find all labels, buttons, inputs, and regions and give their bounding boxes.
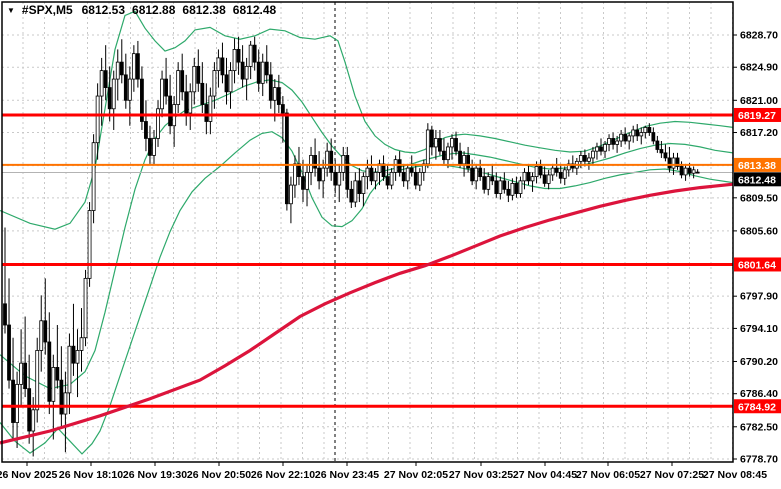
svg-text:6813.38: 6813.38 — [738, 160, 776, 172]
price-badge-bid: 6812.48 — [734, 172, 781, 187]
x-axis-label: 27 Nov 06:05 — [576, 469, 640, 481]
y-axis-label: 6778.70 — [740, 454, 778, 466]
plot-frame — [1, 1, 734, 463]
y-axis-label: 6805.60 — [740, 225, 778, 237]
x-axis-label: 27 Nov 08:45 — [703, 469, 767, 481]
y-axis-label: 6824.90 — [740, 62, 778, 74]
bar-close-value: 6812.48 — [232, 3, 277, 17]
collapse-arrow-icon[interactable]: ▼ — [7, 5, 15, 15]
y-axis-label: 6794.10 — [740, 323, 778, 335]
y-axis-label: 6817.20 — [740, 127, 778, 139]
bollinger-lower-line — [0, 131, 734, 455]
price-badge-level: 6819.27 — [734, 107, 781, 122]
x-axis-label: 26 Nov 23:45 — [315, 469, 379, 481]
price-badge-level: 6813.38 — [734, 157, 781, 172]
x-axis-label: 27 Nov 07:25 — [640, 469, 704, 481]
y-axis-label: 6828.70 — [740, 30, 778, 42]
bar-high-value: 6812.88 — [132, 3, 176, 17]
svg-text:6819.27: 6819.27 — [738, 110, 776, 122]
bollinger-bands — [0, 10, 734, 455]
y-axis-label: 6821.00 — [740, 95, 778, 107]
x-axis-label: 26 Nov 20:50 — [187, 469, 251, 481]
x-axis[interactable]: 26 Nov 2025 26 Nov 18:10 26 Nov 19:30 26 No… — [0, 462, 767, 481]
svg-text:6801.64: 6801.64 — [738, 259, 776, 271]
svg-text:6812.48: 6812.48 — [738, 174, 776, 186]
y-axis-label: 6809.50 — [740, 192, 778, 204]
bollinger-upper-line — [0, 10, 734, 230]
y-axis[interactable]: 6828.70 6824.90 6821.00 6817.20 6809.50 6805.… — [733, 30, 778, 466]
y-axis-label: 6797.90 — [740, 291, 778, 303]
bar-low-value: 6812.38 — [182, 3, 226, 17]
x-axis-label: 27 Nov 04:45 — [513, 469, 577, 481]
moving-average-line — [0, 182, 734, 445]
price-badge-level: 6784.92 — [734, 399, 781, 414]
y-axis-label: 6782.50 — [740, 421, 778, 433]
x-axis-label: 26 Nov 2025 — [0, 469, 58, 481]
x-axis-label: 26 Nov 22:10 — [251, 469, 315, 481]
x-axis-label: 26 Nov 18:10 — [59, 469, 123, 481]
grid-lines — [2, 2, 733, 462]
x-axis-label: 27 Nov 02:05 — [384, 469, 448, 481]
symbol-label: #SPX,M5 — [21, 3, 73, 17]
bollinger-middle-line — [0, 79, 734, 390]
chart-title: ▼ #SPX,M5 6812.53 6812.88 6812.38 6812.4… — [7, 3, 276, 17]
x-axis-label: 27 Nov 03:25 — [449, 469, 513, 481]
y-axis-label: 6790.20 — [740, 356, 778, 368]
price-badge-level: 6801.64 — [734, 257, 781, 272]
x-axis-label: 26 Nov 19:30 — [123, 469, 187, 481]
bar-open-value: 6812.53 — [81, 3, 126, 17]
candlesticks — [3, 36, 700, 457]
y-axis-label: 6786.40 — [740, 388, 778, 400]
svg-text:6784.92: 6784.92 — [738, 401, 776, 413]
